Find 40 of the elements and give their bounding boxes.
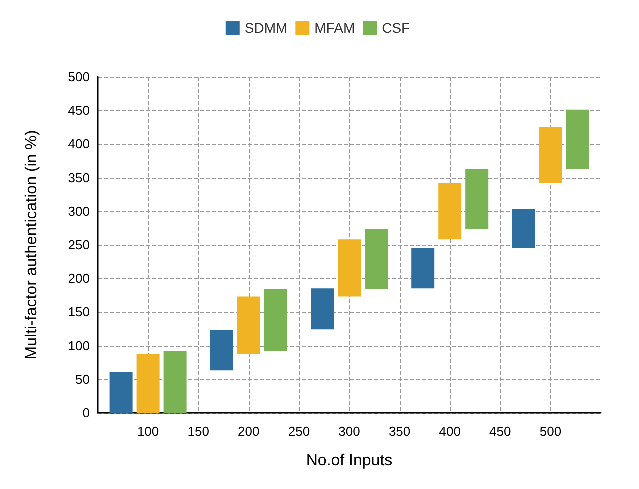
x-tick-label: 450 [490,424,512,439]
x-tick-label: 150 [188,424,210,439]
bar [365,230,388,290]
bar [110,372,133,413]
bar [136,354,160,413]
x-tick-label: 400 [439,424,461,439]
bar [311,288,334,330]
x-axis-title: No.of Inputs [306,452,393,470]
legend-label: MFAM [314,20,356,36]
bar [210,330,234,371]
bar [338,240,361,297]
y-tick-label: 200 [68,271,90,286]
y-tick-label: 250 [68,238,90,252]
x-tick-label: 100 [137,424,160,439]
y-tick-label: 350 [68,170,90,186]
y-tick-label: 150 [68,304,90,320]
x-tick-label: 200 [238,424,260,439]
x-tick-label: 350 [388,424,411,439]
y-tick-label: 100 [68,338,90,354]
y-tick-label: 50 [76,372,90,387]
bar [438,183,462,240]
x-tick-label: 500 [540,424,562,439]
y-tick-label: 0 [82,406,90,420]
x-tick-label: 300 [338,424,360,439]
y-tick-label: 300 [68,204,90,219]
bar [237,296,260,355]
bar [539,127,562,184]
y-tick-label: 400 [68,136,90,152]
y-axis-title: Multi-factor authentication (in %) [24,130,40,360]
legend-label: CSF [382,20,410,36]
y-tick-label: 500 [68,70,90,84]
legend-label: SDMM [244,20,288,36]
bar [412,248,435,289]
bar [264,289,288,352]
bar [512,209,536,248]
bar [566,110,590,170]
x-tick-label: 250 [288,424,310,439]
y-tick-label: 450 [68,103,90,118]
bar [466,169,489,230]
bar [164,351,187,413]
